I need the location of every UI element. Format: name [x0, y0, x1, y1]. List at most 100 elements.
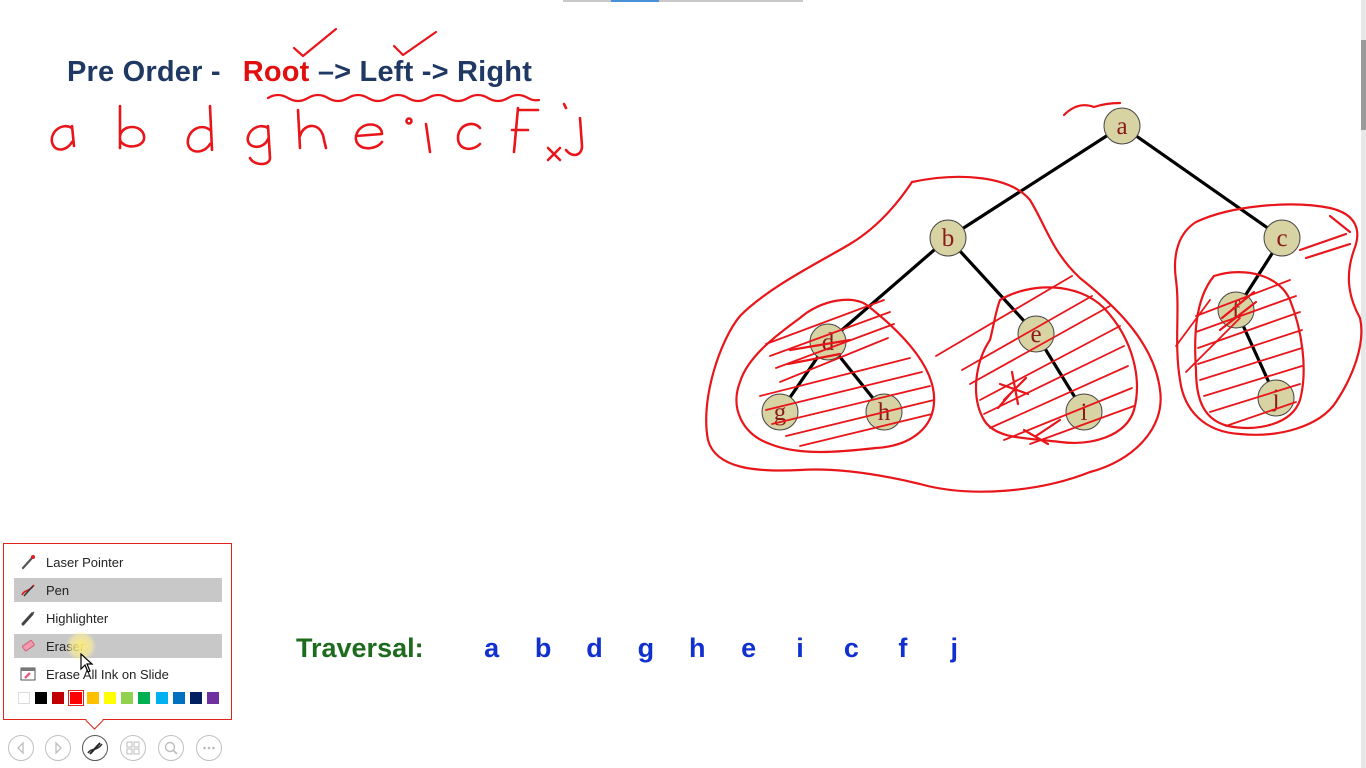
zoom-icon	[164, 741, 178, 755]
left-subtree-outline	[705, 175, 1162, 493]
tree-edge-d-h	[826, 341, 886, 413]
tree-edge-e-i	[1034, 333, 1086, 413]
node-label: c	[1276, 225, 1287, 252]
tree-edge-a-c	[1121, 124, 1283, 240]
node-label: i	[1081, 399, 1088, 426]
tree-node-d: d	[809, 323, 847, 361]
eraser-menu-item[interactable]: Eraser	[14, 634, 222, 658]
traversal-letter: f	[898, 633, 908, 663]
next-button[interactable]	[45, 735, 71, 761]
previous-button[interactable]	[8, 735, 34, 761]
node-label: a	[1116, 113, 1127, 140]
previous-icon	[17, 741, 24, 755]
tree-node-g: g	[761, 393, 799, 431]
node-circle	[1065, 393, 1103, 431]
pen-tools-icon	[87, 742, 103, 755]
more-options-button[interactable]	[196, 735, 222, 761]
d-subtree-outline	[735, 298, 936, 454]
tree-nodes: a b c d e f g h i j	[761, 107, 1301, 431]
color-swatch[interactable]	[52, 692, 65, 704]
cross-mark	[786, 338, 852, 366]
color-swatch[interactable]	[67, 690, 84, 706]
highlighter-menu-item[interactable]: Highlighter	[14, 606, 222, 630]
traversal-letter: i	[796, 633, 804, 663]
scrollbar[interactable]	[1361, 0, 1366, 768]
traversal-letter: d	[586, 633, 603, 663]
menu-item-label: Highlighter	[46, 611, 109, 626]
tree-edge-c-f	[1234, 237, 1284, 311]
color-swatch[interactable]	[35, 692, 48, 704]
color-swatch[interactable]	[121, 692, 134, 704]
extra-stroke	[1022, 418, 1062, 446]
traversal-letter: h	[689, 633, 706, 663]
star-mark	[996, 370, 1030, 410]
c-node-mark	[1298, 214, 1352, 260]
node-circle	[1217, 291, 1255, 329]
f-subtree-outline	[1194, 271, 1305, 430]
tree-edge-a-b	[947, 124, 1123, 240]
cross-mark	[1218, 290, 1258, 332]
next-icon	[55, 741, 62, 755]
node-circle	[1103, 107, 1141, 145]
e-subtree-outline	[974, 286, 1138, 444]
node-label: e	[1030, 321, 1041, 348]
erase-all-icon	[20, 667, 36, 681]
node-circle	[1263, 219, 1301, 257]
color-swatch[interactable]	[207, 692, 220, 704]
node-circle	[929, 219, 967, 257]
check-mark	[292, 27, 338, 58]
tree-node-h: h	[865, 393, 903, 431]
color-swatch[interactable]	[86, 692, 99, 704]
node-label: b	[942, 225, 955, 252]
heading-root: Root	[242, 56, 310, 88]
traversal-letter: g	[637, 633, 655, 663]
tree-node-f: f	[1217, 291, 1255, 329]
traversal-letter: j	[950, 633, 958, 663]
menu-item-label: Erase All Ink on Slide	[46, 667, 169, 682]
color-swatch[interactable]	[155, 692, 168, 704]
see-all-slides-button[interactable]	[120, 735, 146, 761]
zoom-button[interactable]	[158, 735, 184, 761]
pen-menu-item[interactable]: Pen	[14, 578, 222, 602]
node-label: f	[1232, 297, 1241, 324]
mouse-pointer-icon	[80, 653, 94, 673]
pen-icon	[21, 584, 35, 597]
root-tick	[1062, 101, 1122, 117]
heading-rest: –> Left -> Right	[317, 56, 533, 88]
node-label: d	[822, 329, 835, 356]
slides-icon	[126, 741, 140, 755]
color-swatch[interactable]	[138, 692, 151, 704]
color-swatch[interactable]	[190, 692, 202, 704]
color-swatch[interactable]	[18, 692, 30, 704]
right-subtree-outline	[1173, 203, 1363, 436]
erase-all-ink-menu-item[interactable]: Erase All Ink on Slide	[14, 662, 222, 686]
scroll-thumb[interactable]	[1361, 40, 1366, 130]
progress-indicator	[563, 0, 803, 2]
node-label: g	[774, 399, 787, 426]
node-label: h	[878, 399, 891, 426]
laser-pointer-menu-item[interactable]: Laser Pointer	[14, 550, 222, 574]
color-swatch[interactable]	[104, 692, 116, 704]
tree-node-a: a	[1103, 107, 1141, 145]
node-circle	[761, 393, 799, 431]
traversal-letter: c	[843, 633, 859, 663]
tree-edge-f-j	[1234, 309, 1278, 399]
slide-heading: Pre Order - Root –> Left -> Right	[67, 56, 532, 89]
progress-segment	[611, 0, 659, 2]
tree-node-j: j	[1257, 379, 1295, 417]
node-circle	[1257, 379, 1295, 417]
heading-prefix: Pre Order -	[67, 56, 221, 88]
color-swatch[interactable]	[172, 692, 185, 704]
handwritten-sequence	[50, 102, 584, 166]
pen-menu: Laser Pointer Pen Highlighter Eraser Era…	[3, 543, 232, 720]
wavy-underline	[266, 93, 541, 103]
traversal-letter: e	[741, 633, 757, 663]
highlighter-icon	[21, 611, 35, 626]
tree-node-b: b	[929, 219, 967, 257]
pen-tools-button[interactable]	[82, 735, 108, 761]
tree-edge-b-d	[826, 236, 950, 344]
tree-node-e: e	[1017, 315, 1055, 353]
tree-node-c: c	[1263, 219, 1301, 257]
